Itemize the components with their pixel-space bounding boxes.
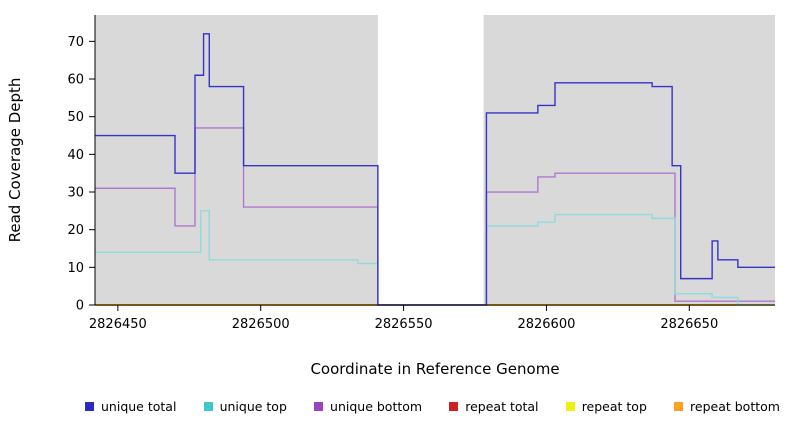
y-tick-label: 30 xyxy=(67,186,84,201)
y-tick-label: 40 xyxy=(67,148,84,163)
x-tick-label: 2826450 xyxy=(89,317,147,332)
coverage-chart: 2826450 2826500 2826550 2826600 2826650 0 10 20… xyxy=(6,15,775,378)
y-tick-label: 10 xyxy=(67,261,84,276)
x-tick-label: 2826500 xyxy=(232,317,290,332)
x-tick-label: 2826650 xyxy=(660,317,718,332)
x-tick-label: 2826600 xyxy=(517,317,575,332)
legend-swatch xyxy=(85,402,94,411)
legend-item: unique top xyxy=(203,399,287,414)
y-tick-label: 20 xyxy=(67,223,84,238)
legend-item: unique total xyxy=(85,399,176,414)
series-line-unique-total xyxy=(95,33,775,306)
legend-item: unique bottom xyxy=(314,399,422,414)
legend-item: repeat top xyxy=(565,399,647,414)
legend-label: repeat top xyxy=(581,399,647,414)
y-tick-label: 0 xyxy=(76,299,84,314)
legend-label: unique total xyxy=(101,399,177,414)
no-data-gap-region xyxy=(377,15,484,305)
y-tick-label: 50 xyxy=(67,110,84,125)
series-line-unique-top xyxy=(95,210,775,306)
x-tick-label: 2826550 xyxy=(375,317,433,332)
y-tick-label: 60 xyxy=(67,73,84,88)
x-axis-label: Coordinate in Reference Genome xyxy=(310,360,559,378)
legend-swatch xyxy=(203,402,213,411)
y-tick-label: 70 xyxy=(67,35,84,50)
y-axis-label: Read Coverage Depth xyxy=(6,78,24,243)
legend-item: repeat total xyxy=(449,399,539,414)
legend-swatch xyxy=(314,402,324,411)
legend-label: unique top xyxy=(219,399,287,414)
legend-item: repeat bottom xyxy=(674,399,780,414)
legend-label: repeat bottom xyxy=(690,399,780,414)
legend-label: unique bottom xyxy=(330,399,423,414)
legend-swatch xyxy=(674,402,684,411)
legend-label: repeat total xyxy=(465,399,539,414)
legend: unique total unique top unique bottom repea… xyxy=(85,399,780,414)
legend-swatch xyxy=(565,402,575,411)
legend-swatch xyxy=(449,402,459,411)
chart-layer: 2826450 2826500 2826550 2826600 2826650 0 10 20… xyxy=(67,15,775,332)
